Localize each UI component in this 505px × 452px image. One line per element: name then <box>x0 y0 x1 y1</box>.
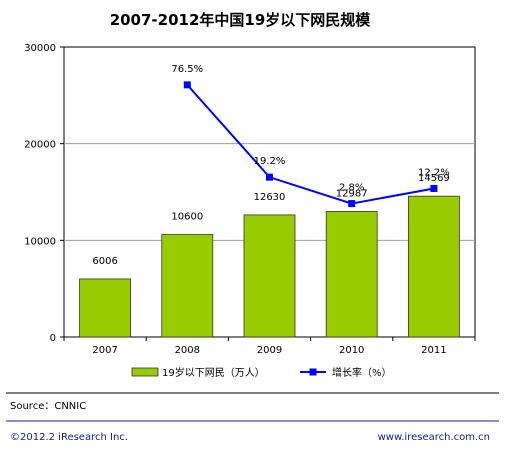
legend-bar-label: 19岁以下网民（万人） <box>162 366 265 379</box>
bar-2010 <box>325 211 378 338</box>
x-tick-label: 2011 <box>421 345 446 356</box>
footer-copyright: ©2012.2 iResearch Inc. <box>10 432 128 443</box>
line-data-labels: 76.5% 19.2% 2.8% 12.2% <box>171 64 449 194</box>
y-tick-label: 30000 <box>24 43 56 54</box>
bar-data-label: 12987 <box>336 188 368 199</box>
line-point-2010 <box>348 200 356 208</box>
line-series <box>183 81 438 208</box>
bar-data-labels: 6006 10600 12630 12987 14569 <box>92 173 449 267</box>
legend-line-label: 增长率（%） <box>332 366 392 379</box>
line-data-label: 2.8% <box>339 183 364 194</box>
x-tick-label: 2008 <box>175 345 200 356</box>
line-point-2009 <box>266 173 273 181</box>
bar-2009 <box>243 214 296 338</box>
x-tick-label: 2009 <box>257 345 282 356</box>
source-text: Source：CNNIC <box>10 401 86 412</box>
line-data-label: 12.2% <box>418 167 450 178</box>
bar-data-label: 12630 <box>254 192 286 203</box>
y-tick-label: 0 <box>50 333 56 344</box>
bar-series <box>79 195 460 338</box>
x-axis: 2007 2008 2009 2010 2011 <box>63 337 476 356</box>
line-point-2008 <box>183 81 191 89</box>
bar-2011 <box>407 195 460 338</box>
legend-bar-swatch <box>131 367 159 377</box>
bar-data-label: 14569 <box>418 173 450 184</box>
y-tick-label: 20000 <box>24 140 56 151</box>
bar-data-label: 10600 <box>171 212 203 223</box>
bar-2007 <box>79 278 131 338</box>
line-data-label: 76.5% <box>171 64 203 75</box>
growth-rate-line <box>186 84 435 205</box>
line-point-2011 <box>430 184 438 192</box>
x-tick-label: 2010 <box>339 345 364 356</box>
bar-2008 <box>161 234 214 338</box>
y-axis: 0 10000 20000 30000 <box>24 43 64 344</box>
legend-line-marker <box>309 368 317 376</box>
footer-website: www.iresearch.com.cn <box>378 432 490 443</box>
legend: 19岁以下网民（万人） 增长率（%） <box>131 366 392 379</box>
bar-data-label: 6006 <box>92 256 117 267</box>
x-tick-label: 2007 <box>92 345 117 356</box>
y-tick-label: 10000 <box>24 236 56 247</box>
chart-title: 2007-2012年中国19岁以下网民规模 <box>110 11 372 29</box>
line-data-label: 19.2% <box>254 156 286 167</box>
